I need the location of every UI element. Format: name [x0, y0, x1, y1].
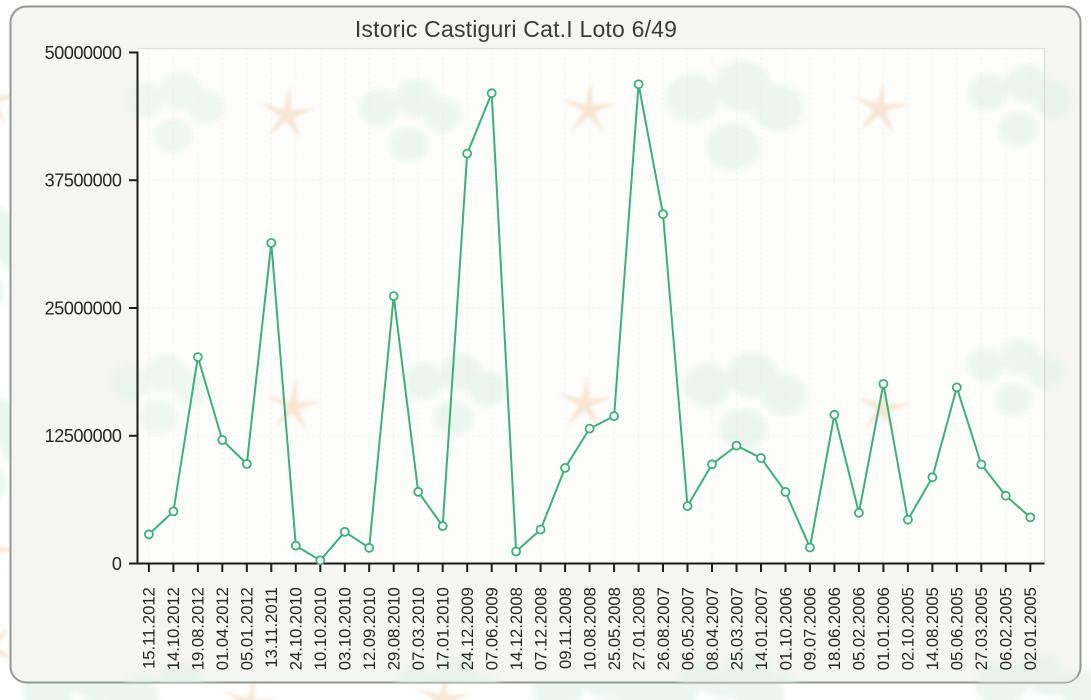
svg-text:01.01.2006: 01.01.2006	[874, 587, 893, 670]
svg-text:26.08.2007: 26.08.2007	[654, 587, 673, 670]
svg-text:03.10.2010: 03.10.2010	[336, 587, 355, 670]
svg-text:27.03.2005: 27.03.2005	[972, 587, 991, 670]
svg-text:50000000: 50000000	[45, 43, 122, 63]
svg-text:15.11.2012: 15.11.2012	[140, 587, 159, 669]
svg-text:01.04.2012: 01.04.2012	[213, 587, 232, 670]
svg-text:01.10.2006: 01.10.2006	[776, 587, 795, 670]
svg-text:25000000: 25000000	[45, 298, 122, 318]
svg-text:08.04.2007: 08.04.2007	[703, 587, 722, 670]
svg-text:05.02.2006: 05.02.2006	[850, 587, 869, 670]
svg-text:25.03.2007: 25.03.2007	[727, 587, 746, 670]
svg-text:06.02.2005: 06.02.2005	[997, 587, 1016, 670]
svg-text:24.10.2010: 24.10.2010	[287, 587, 306, 670]
svg-text:25.05.2008: 25.05.2008	[605, 587, 624, 670]
svg-text:02.10.2005: 02.10.2005	[899, 587, 918, 670]
svg-text:10.08.2008: 10.08.2008	[580, 587, 599, 670]
svg-text:05.06.2005: 05.06.2005	[948, 587, 967, 670]
svg-text:02.01.2005: 02.01.2005	[1021, 587, 1040, 670]
svg-text:Istoric Castiguri Cat.I Loto 6: Istoric Castiguri Cat.I Loto 6/49	[355, 16, 677, 42]
svg-text:19.08.2012: 19.08.2012	[189, 587, 208, 670]
svg-text:05.01.2012: 05.01.2012	[238, 587, 257, 670]
svg-text:37500000: 37500000	[45, 171, 122, 191]
svg-text:07.12.2008: 07.12.2008	[531, 587, 550, 670]
svg-text:29.08.2010: 29.08.2010	[385, 587, 404, 670]
svg-text:0: 0	[112, 554, 122, 574]
svg-text:12.09.2010: 12.09.2010	[360, 587, 379, 670]
svg-text:14.08.2005: 14.08.2005	[923, 587, 942, 670]
svg-text:14.12.2008: 14.12.2008	[507, 587, 526, 670]
svg-text:06.05.2007: 06.05.2007	[678, 587, 697, 670]
svg-text:09.11.2008: 09.11.2008	[556, 587, 575, 669]
svg-text:14.10.2012: 14.10.2012	[164, 587, 183, 670]
svg-text:12500000: 12500000	[45, 426, 122, 446]
svg-text:24.12.2009: 24.12.2009	[458, 587, 477, 670]
svg-text:27.01.2008: 27.01.2008	[629, 587, 648, 670]
svg-text:10.10.2010: 10.10.2010	[311, 587, 330, 670]
svg-text:18.06.2006: 18.06.2006	[825, 587, 844, 670]
svg-text:14.01.2007: 14.01.2007	[752, 587, 771, 670]
svg-text:07.06.2009: 07.06.2009	[483, 587, 502, 670]
svg-text:17.01.2010: 17.01.2010	[434, 587, 453, 670]
svg-text:13.11.2011: 13.11.2011	[262, 587, 281, 668]
svg-text:07.03.2010: 07.03.2010	[409, 587, 428, 670]
svg-text:09.07.2006: 09.07.2006	[801, 587, 820, 670]
